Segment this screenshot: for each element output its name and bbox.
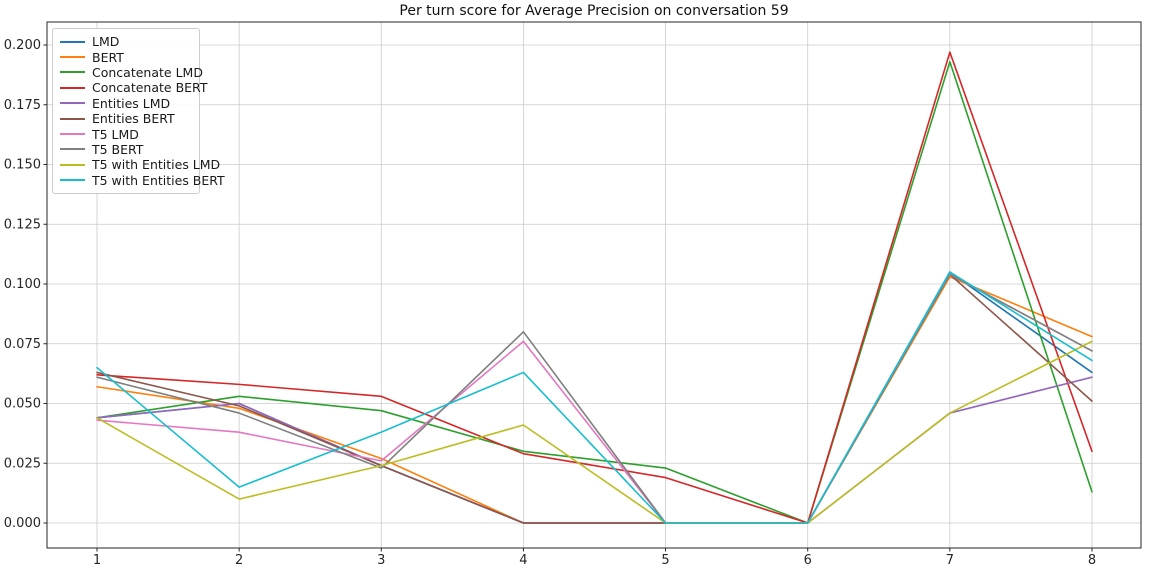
series-layer bbox=[96, 51, 1093, 524]
tick-layer: 1 2 3 4 5 6 7 8 0.000 0.025 0.050 0.075 0.100 0.125 0.… bbox=[4, 38, 1096, 568]
legend-item: Entities LMD bbox=[60, 96, 191, 111]
legend-line-sample bbox=[60, 179, 85, 182]
y-axis-tick-label: 0.125 bbox=[4, 217, 41, 232]
legend-line-sample bbox=[60, 133, 85, 136]
x-axis-tick-label: 2 bbox=[235, 553, 243, 568]
y-axis-tick-label: 0.200 bbox=[4, 38, 41, 53]
legend-label: T5 with Entities LMD bbox=[92, 157, 221, 173]
x-axis-tick-label: 6 bbox=[804, 553, 812, 568]
legend-line-sample bbox=[60, 163, 85, 166]
grid-layer bbox=[47, 22, 1141, 548]
legend-item: Concatenate BERT bbox=[60, 80, 207, 95]
y-axis-tick-label: 0.175 bbox=[4, 98, 41, 113]
series-line-t5-bert bbox=[96, 273, 1093, 524]
y-axis-tick-label: 0.000 bbox=[4, 516, 41, 531]
series-line-concatenate-lmd bbox=[96, 60, 1093, 524]
legend-line-sample bbox=[60, 86, 85, 89]
legend-line-sample bbox=[60, 117, 85, 120]
legend-item: T5 LMD bbox=[60, 126, 191, 142]
legend-label: Entities BERT bbox=[92, 111, 175, 127]
x-axis-tick-label: 8 bbox=[1088, 553, 1096, 568]
legend-item: BERT bbox=[60, 49, 191, 65]
x-axis-tick-label: 3 bbox=[377, 553, 385, 568]
series-line-bert bbox=[96, 276, 1093, 524]
chart-title: Per turn score for Average Precision on … bbox=[399, 3, 788, 19]
y-axis-tick-label: 0.025 bbox=[4, 456, 41, 471]
legend-item: Concatenate LMD bbox=[60, 65, 203, 80]
legend-line-sample bbox=[60, 56, 85, 59]
legend-label: BERT bbox=[92, 49, 124, 65]
legend-label: T5 LMD bbox=[92, 126, 139, 142]
legend-line-sample bbox=[60, 40, 85, 43]
series-line-entities-bert bbox=[96, 273, 1093, 524]
legend-label: T5 with Entities BERT bbox=[92, 172, 225, 188]
series-line-t5-with-entities-bert bbox=[96, 271, 1093, 524]
series-line-t5-lmd bbox=[96, 273, 1093, 524]
y-axis-tick-label: 0.100 bbox=[4, 277, 41, 292]
legend-label: T5 BERT bbox=[92, 141, 144, 157]
legend-label: LMD bbox=[92, 34, 120, 50]
x-axis-tick-label: 7 bbox=[946, 553, 954, 568]
legend-label: Concatenate BERT bbox=[92, 80, 208, 96]
series-line-entities-lmd bbox=[96, 376, 1093, 524]
y-axis-tick-label: 0.075 bbox=[4, 337, 41, 352]
legend-line-sample bbox=[60, 71, 85, 74]
plot-border bbox=[46, 21, 1142, 549]
legend: LMD BERT Concatenate LMD Concatenate BERT En… bbox=[52, 28, 225, 194]
legend-label: Entities LMD bbox=[92, 95, 171, 111]
legend-item: T5 BERT bbox=[60, 142, 191, 157]
y-axis-tick-label: 0.150 bbox=[4, 158, 41, 173]
legend-line-sample bbox=[60, 102, 85, 105]
y-axis-tick-label: 0.050 bbox=[4, 397, 41, 412]
legend-item: Entities BERT bbox=[60, 111, 191, 126]
x-axis-tick-label: 1 bbox=[93, 553, 101, 568]
legend-item: T5 with Entities LMD bbox=[60, 157, 220, 172]
series-line-concatenate-bert bbox=[96, 51, 1093, 524]
x-axis-tick-label: 5 bbox=[661, 553, 669, 568]
legend-item: LMD bbox=[60, 34, 191, 49]
legend-label: Concatenate LMD bbox=[92, 64, 203, 80]
series-line-t5-with-entities-lmd bbox=[96, 340, 1093, 524]
x-axis-tick-label: 4 bbox=[519, 553, 527, 568]
legend-item: T5 with Entities BERT bbox=[60, 173, 225, 188]
legend-line-sample bbox=[60, 148, 85, 151]
